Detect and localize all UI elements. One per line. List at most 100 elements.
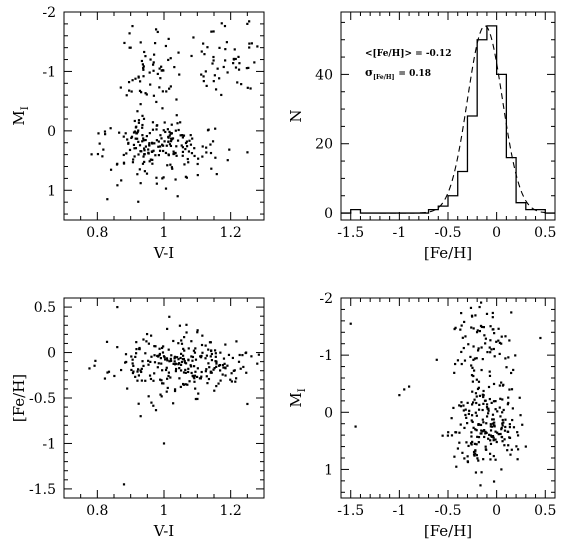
scatter-point: [497, 433, 500, 436]
scatter-point: [477, 386, 480, 389]
scatter-point: [169, 144, 173, 148]
scatter-point: [475, 401, 478, 405]
scatter-point: [483, 334, 486, 337]
scatter-point: [131, 24, 134, 28]
scatter-point: [135, 348, 138, 351]
scatter-point: [460, 362, 463, 366]
scatter-point: [217, 382, 220, 385]
scatter-point: [147, 152, 150, 155]
scatter-point: [479, 484, 482, 487]
scatter-point: [161, 107, 164, 110]
scatter-point: [173, 360, 176, 363]
scatter-point: [162, 345, 165, 348]
scatter-point: [466, 460, 470, 464]
scatter-point: [104, 133, 107, 136]
scatter-point: [139, 182, 142, 185]
scatter-point: [140, 370, 143, 374]
scatter-point: [193, 374, 196, 377]
scatter-point: [101, 155, 104, 158]
scatter-point: [214, 355, 217, 358]
scatter-point: [151, 162, 154, 165]
scatter-point: [157, 362, 160, 365]
scatter-point: [453, 327, 456, 331]
scatter-point: [174, 370, 178, 373]
scatter-point: [136, 131, 139, 134]
scatter-point: [135, 352, 138, 355]
scatter-point: [165, 144, 168, 147]
scatter-point: [206, 382, 209, 385]
scatter-point: [147, 148, 150, 151]
scatter-point: [193, 380, 196, 383]
scatter-point: [187, 347, 190, 350]
y-tick-label: 40: [315, 67, 333, 83]
scatter-point: [463, 457, 466, 460]
scatter-point: [153, 354, 156, 357]
scatter-point: [508, 423, 511, 426]
scatter-point: [181, 136, 185, 139]
y-tick-label: -1: [319, 348, 333, 364]
scatter-point: [508, 436, 511, 439]
scatter-point: [183, 349, 186, 352]
scatter-point: [504, 357, 507, 360]
scatter-point: [94, 359, 97, 362]
scatter-point: [169, 140, 173, 143]
scatter-point: [508, 426, 512, 429]
scatter-point: [210, 167, 213, 170]
scatter-point: [159, 393, 162, 396]
scatter-point: [150, 401, 153, 404]
scatter-point: [157, 140, 160, 143]
scatter-point: [152, 404, 155, 407]
scatter-point: [504, 335, 507, 338]
scatter-point: [167, 371, 171, 374]
scatter-point: [138, 89, 142, 92]
scatter-point: [162, 355, 166, 358]
scatter-point: [175, 98, 178, 101]
scatter-point: [518, 396, 521, 399]
scatter-point: [177, 128, 180, 132]
scatter-point: [477, 436, 481, 439]
scatter-point: [141, 126, 144, 129]
scatter-point: [194, 397, 197, 401]
scatter-point: [500, 426, 503, 430]
scatter-point: [471, 390, 474, 393]
scatter-point: [246, 22, 249, 25]
scatter-point: [193, 351, 197, 354]
scatter-point: [491, 422, 495, 425]
scatter-point: [138, 144, 142, 147]
scatter-point: [158, 86, 161, 89]
scatter-point: [506, 430, 509, 433]
scatter-point: [491, 328, 494, 331]
scatter-point: [215, 362, 218, 365]
scatter-point: [115, 163, 119, 166]
scatter-point: [478, 394, 482, 397]
scatter-point: [204, 344, 207, 347]
scatter-point: [174, 362, 178, 365]
scatter-point: [137, 75, 140, 78]
scatter-point: [137, 374, 141, 377]
scatter-point: [492, 454, 495, 458]
scatter-point: [510, 388, 514, 391]
scatter-point: [454, 431, 457, 434]
scatter-point: [147, 395, 150, 398]
scatter-point: [144, 379, 147, 382]
scatter-point: [178, 362, 181, 365]
scatter-point: [169, 137, 173, 140]
scatter-point: [489, 458, 492, 461]
scatter-point: [481, 358, 484, 361]
x-tick-label: 0.5: [534, 225, 556, 241]
scatter-point: [150, 334, 153, 337]
scatter-point: [474, 392, 478, 395]
scatter-point: [165, 390, 168, 393]
scatter-point: [186, 157, 189, 161]
scatter-point: [155, 139, 158, 142]
scatter-point: [98, 142, 101, 145]
y-tick-label: -2: [42, 5, 56, 21]
scatter-point: [170, 166, 173, 169]
scatter-point: [136, 379, 139, 382]
scatter-point: [489, 425, 492, 428]
scatter-point: [222, 366, 225, 369]
scatter-point: [147, 342, 151, 345]
scatter-point: [246, 86, 249, 89]
scatter-point: [242, 365, 245, 369]
scatter-point: [452, 406, 455, 410]
